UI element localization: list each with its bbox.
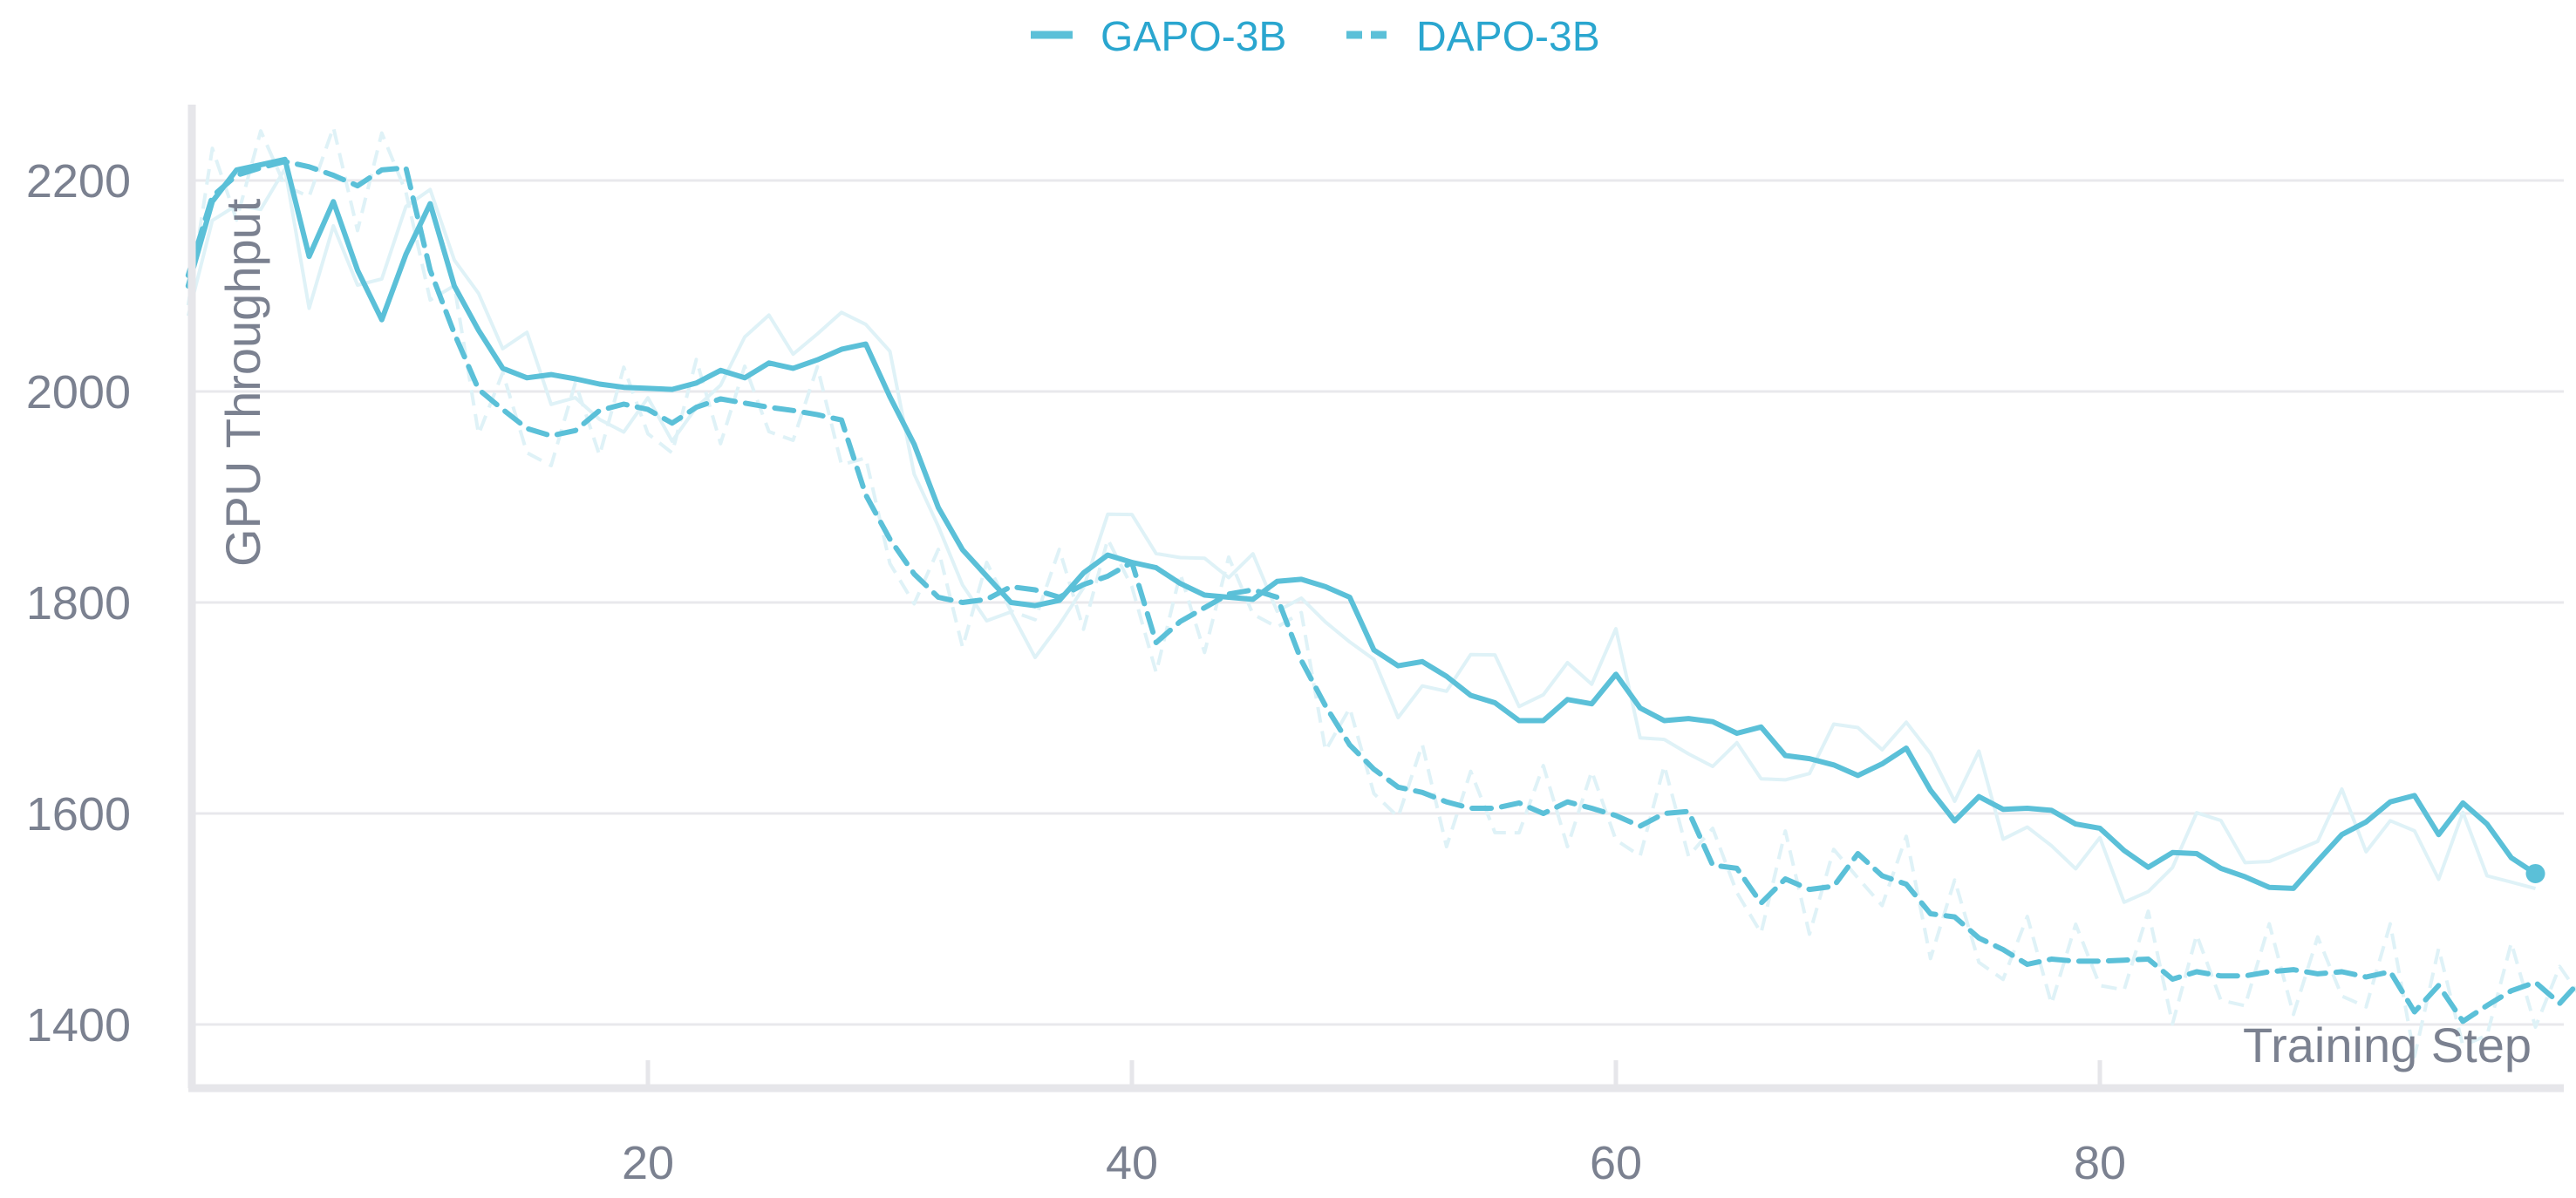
x-axis-title: Training Step [2243,1018,2532,1072]
legend-item-dapo[interactable]: DAPO-3B [1346,14,1600,60]
series-line-gapo [185,156,2539,891]
grid-lines [192,179,2564,1026]
y-axis-title: GPU Throughput [215,198,270,567]
series-line-dapo [185,159,2576,1024]
y-tick-label: 1600 [26,788,131,841]
x-tick-label: 60 [1590,1137,1642,1189]
y-tick-label: 1800 [26,577,131,630]
y-tick-label: 2000 [26,366,131,419]
legend: GAPO-3B DAPO-3B [1031,14,1600,60]
raw-trace-gapo [186,167,2537,904]
y-tick-labels: 1400 1600 1800 2000 2200 [26,155,131,1052]
x-tick-label: 80 [2074,1137,2126,1189]
legend-label: GAPO-3B [1101,14,1286,60]
legend-label: DAPO-3B [1416,14,1600,60]
x-tick-label: 20 [622,1137,674,1189]
legend-item-gapo[interactable]: GAPO-3B [1031,14,1286,60]
x-tick-label: 40 [1106,1137,1158,1189]
axes [187,105,2564,1092]
series-end-marker [2525,863,2545,883]
smoothed-series [185,156,2576,1024]
raw-trace-dapo [186,126,2576,1058]
y-tick-label: 2200 [26,155,131,208]
series-end-markers [2525,863,2545,883]
raw-series-traces [186,126,2576,1058]
x-tick-labels: 20 40 60 80 [622,1060,2126,1189]
y-tick-label: 1400 [26,999,131,1052]
